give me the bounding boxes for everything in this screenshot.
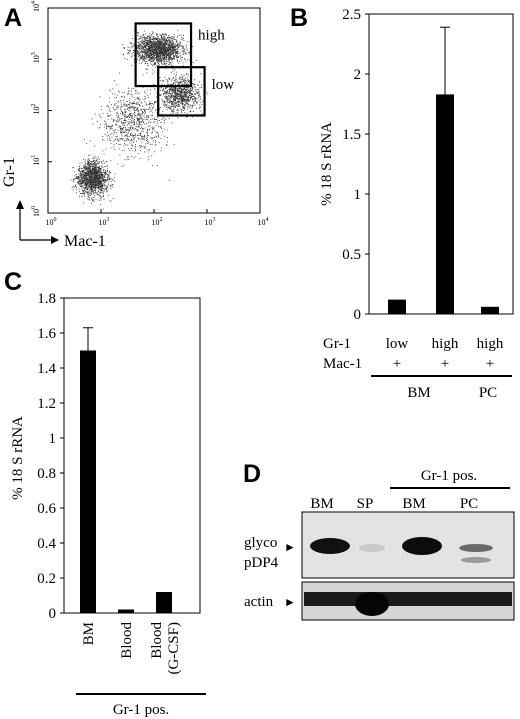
y-tick-label: 1.4 [37,361,56,377]
band-sp [359,544,385,552]
panel-a-letter: A [4,4,22,32]
lane-label: BM [402,496,425,512]
y-tick-label: 2.5 [342,7,361,23]
panel-b: B % 18 S rRNA 0 0.5 1 1.5 2 2.5 Gr-1 low high hi… [290,4,514,401]
c-y-axis-ticks: 0 0.2 0.4 0.6 0.8 1 1.2 1.4 1.6 1.8 [37,291,64,622]
gates: high low [134,22,235,117]
actin-band [304,592,512,606]
lane-label: BM [310,496,333,512]
panel-c: C % 18 S rRNA 0 0.2 0.4 0.6 0.8 1 1.2 1.4 1.6 1.8… [4,268,206,718]
y-tick-label: 0.6 [37,501,56,517]
y-tick-label: 0.5 [342,247,361,263]
category-label: Blood [149,622,165,659]
b-ylabel: % 18 S rRNA [319,122,335,206]
group-label: PC [479,385,497,401]
category-label: Blood [119,622,135,659]
row-arrow-icon: ► [284,540,296,554]
b-bars [388,26,499,315]
lane-label: SP [357,496,374,512]
panel-c-letter: C [4,268,22,296]
b-groups: BM PC [371,375,512,401]
y-tick-label: 100 [31,206,41,217]
row-value: + [441,356,449,372]
actin-label: actin [244,594,274,610]
c-bars [80,327,172,613]
y-tick-label: 0 [354,307,362,323]
row-label: Mac-1 [323,356,362,372]
category-label: (G-CSF) [166,622,182,675]
a-xlabel: Mac-1 [64,233,106,250]
gate-low [157,66,206,117]
category-label: BM [81,622,97,645]
y-tick-label: 1 [354,187,362,203]
actin-band-sp [355,592,389,616]
panel-b-letter: B [290,4,308,32]
y-tick-label: 102 [31,104,41,115]
x-tick-label: 100 [46,217,57,227]
b-y-axis-ticks: 0 0.5 1 1.5 2 2.5 [342,7,369,323]
bar [388,299,406,314]
row-value: high [432,336,459,352]
panel-d: D Gr-1 pos. BM SP BM PC glyco pDP4 ► actin … [243,460,515,621]
panel-a: A 100 101 102 103 104 100 101 102 103 104 high lo… [1,1,269,250]
group-label: BM [407,385,430,401]
lane-label: PC [460,496,478,512]
y-tick-label: 1.6 [37,326,56,342]
band-gr1-pc [459,544,493,552]
row-label: Gr-1 [323,336,351,352]
x-tick-label: 103 [205,217,216,227]
c-ylabel: % 18 S rRNA [10,416,26,500]
bar [481,306,499,314]
row-value: low [386,336,409,352]
x-tick-label: 104 [258,217,269,227]
bar [118,609,134,613]
gate-high [134,22,193,88]
gr1-arrow-head [16,200,24,209]
c-group-label: Gr-1 pos. [113,702,169,718]
band-bm [310,538,350,554]
actin-arrow-icon: ► [284,595,296,609]
flow-cytometry-events [70,29,208,210]
bar [80,350,96,613]
y-tick-label: 1.5 [342,127,361,143]
row-value: + [486,356,494,372]
y-tick-label: 104 [31,1,41,12]
y-tick-label: 0.2 [37,571,56,587]
row-value: high [477,336,504,352]
c-category-labels: BM Blood Blood (G-CSF) [81,622,182,675]
row-value: + [393,356,401,372]
y-tick-label: 1.8 [37,291,56,307]
band-gr1-pc-lower [461,557,491,563]
y-axis-ticks: 100 101 102 103 104 [31,1,52,217]
mac1-arrow-head [51,236,59,244]
y-tick-label: 0.8 [37,466,56,482]
d-group-label: Gr-1 pos. [421,468,477,484]
panel-d-letter: D [243,460,261,488]
a-ylabel: Gr-1 [1,157,18,187]
x-tick-label: 102 [152,217,163,227]
gate-label-low: low [212,77,235,93]
y-tick-label: 1 [49,431,57,447]
y-tick-label: 0.4 [37,536,56,552]
y-tick-label: 1.2 [37,396,56,412]
b-row-labels: Gr-1 low high high Mac-1 + + + [323,336,504,372]
bar [156,592,172,613]
bar [436,94,454,315]
y-tick-label: 101 [31,155,41,166]
x-axis-ticks: 100 101 102 103 104 [46,209,269,227]
x-tick-label: 101 [99,217,110,227]
row-label-line1: glyco [244,535,277,551]
gate-label-high: high [198,27,225,43]
y-tick-label: 0 [49,606,57,622]
band-gr1-bm [402,537,442,555]
y-tick-label: 103 [31,52,41,63]
row-label-line2: pDP4 [244,555,279,571]
y-tick-label: 2 [354,67,362,83]
d-lane-labels: BM SP BM PC [310,496,478,512]
